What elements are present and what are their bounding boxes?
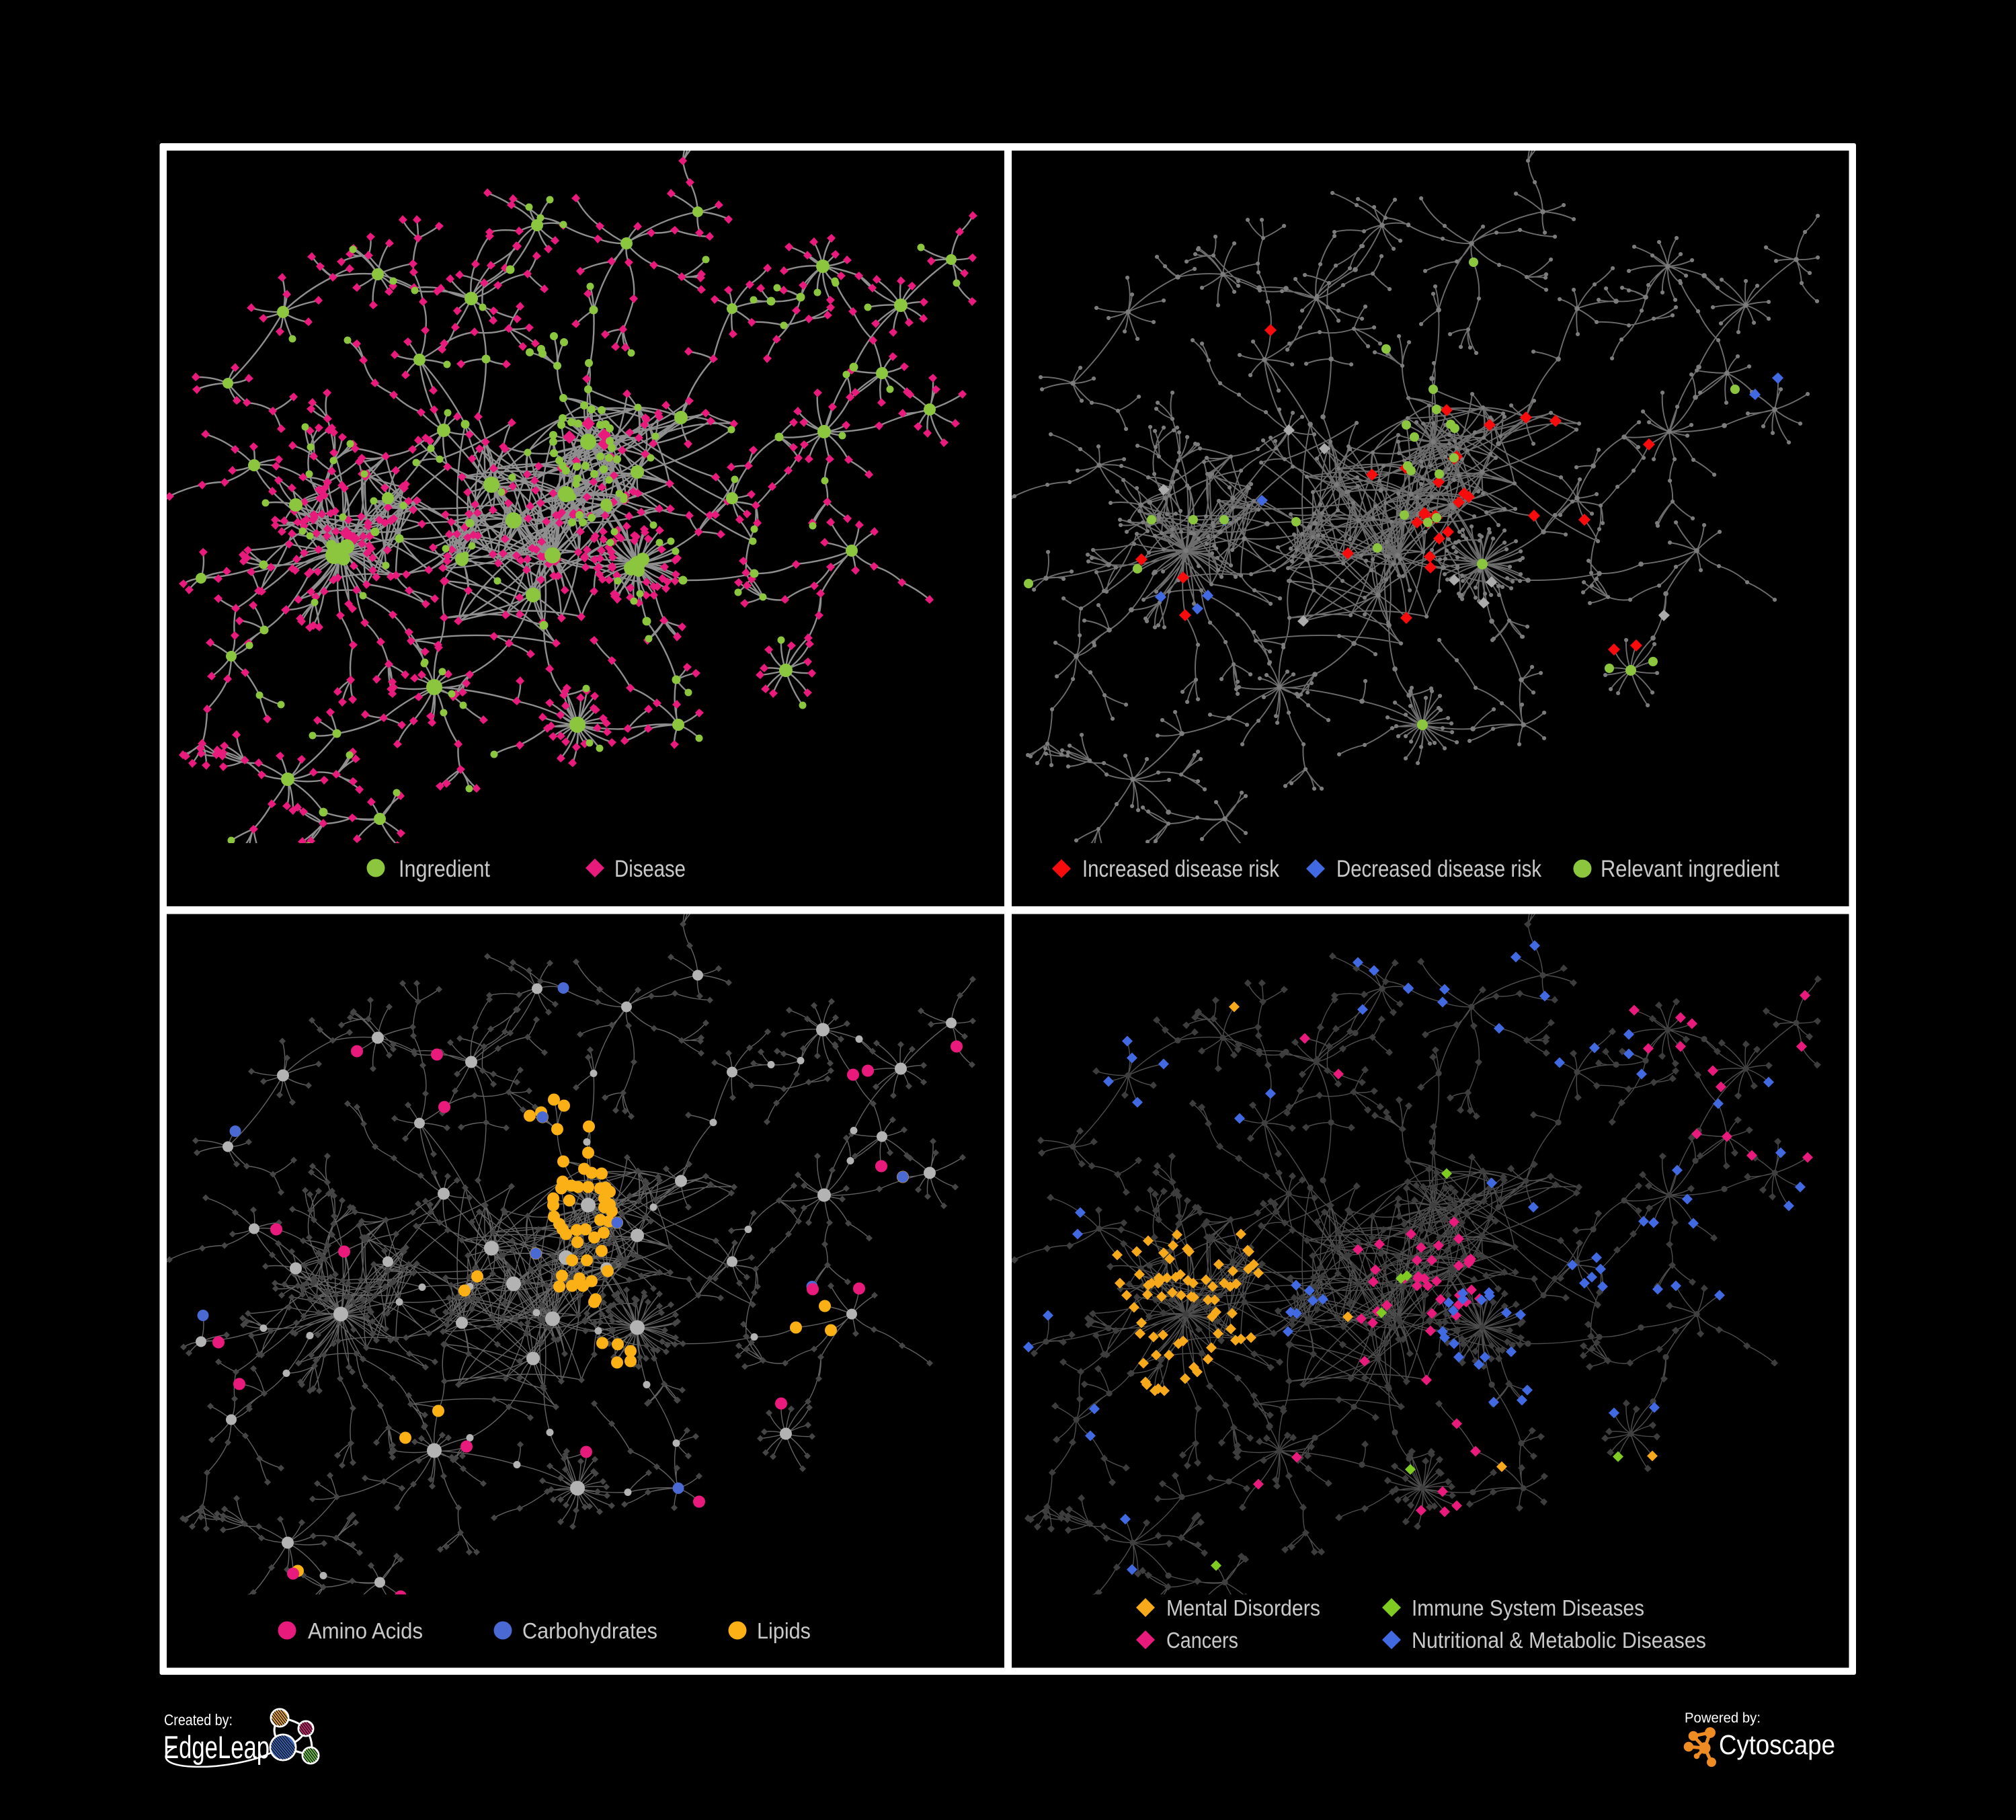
svg-text:Powered by:: Powered by: — [1685, 1710, 1761, 1726]
svg-text:Nutritional & Metabolic Diseas: Nutritional & Metabolic Diseases — [1412, 1628, 1706, 1653]
svg-text:Decreased disease risk: Decreased disease risk — [1336, 856, 1541, 882]
svg-text:Mental Disorders: Mental Disorders — [1166, 1595, 1320, 1620]
svg-text:Created by:: Created by: — [164, 1711, 233, 1729]
svg-text:Relevant ingredient: Relevant ingredient — [1601, 856, 1779, 882]
svg-text:Ingredient: Ingredient — [399, 856, 490, 882]
svg-text:Carbohydrates: Carbohydrates — [522, 1618, 657, 1643]
svg-text:Cytoscape: Cytoscape — [1719, 1729, 1835, 1760]
svg-text:Increased disease risk: Increased disease risk — [1082, 856, 1279, 882]
svg-text:Cancers: Cancers — [1166, 1628, 1238, 1653]
svg-text:Disease: Disease — [614, 856, 686, 882]
svg-text:Lipids: Lipids — [757, 1618, 811, 1643]
svg-text:Amino Acids: Amino Acids — [308, 1618, 423, 1643]
svg-text:Immune System Diseases: Immune System Diseases — [1412, 1595, 1644, 1620]
